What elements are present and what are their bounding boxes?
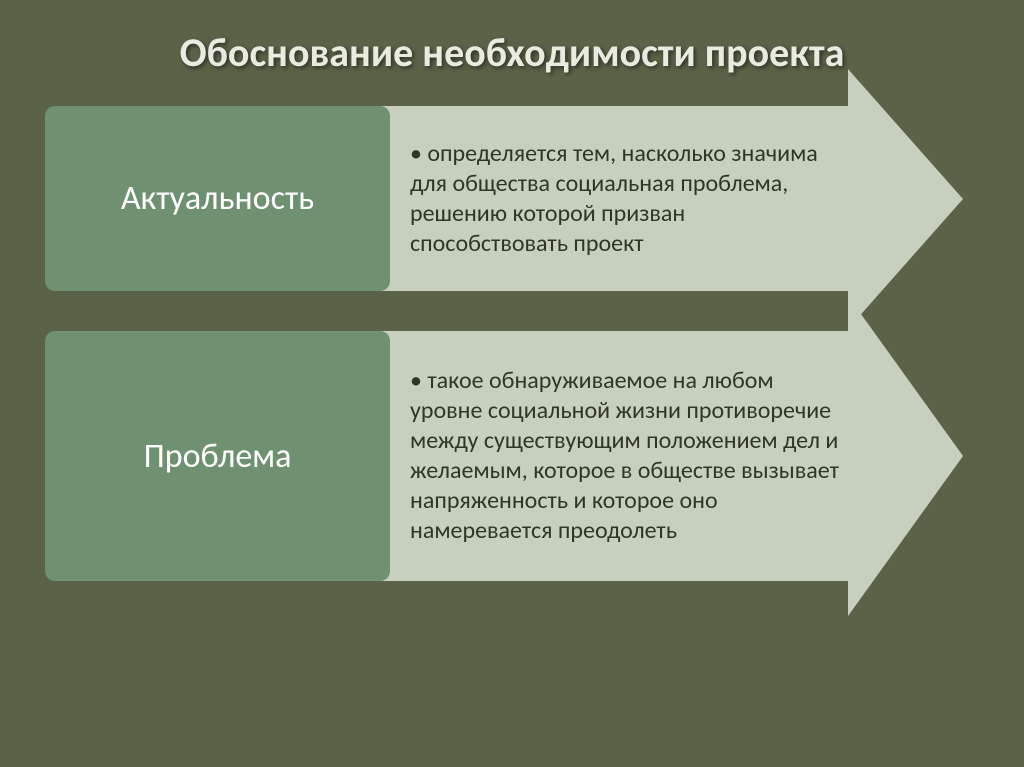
desc-text-0: • определяется тем, насколько значима дл…	[410, 139, 840, 259]
arrow-body-1: Проблема • такое обнаруживаемое на любом…	[45, 331, 979, 581]
desc-content-1: такое обнаруживаемое на любом уровне соц…	[410, 366, 839, 545]
desc-content-0: определяется тем, насколько значима для …	[410, 139, 818, 258]
label-text-0: Актуальность	[121, 178, 314, 219]
label-text-1: Проблема	[144, 436, 292, 477]
desc-box-1: • такое обнаруживаемое на любом уровне с…	[380, 331, 850, 581]
desc-box-0: • определяется тем, насколько значима дл…	[380, 106, 850, 291]
arrow-head-0	[848, 69, 963, 329]
slide: Обоснование необходимости проекта Актуал…	[0, 0, 1024, 767]
slide-title: Обоснование необходимости проекта	[45, 30, 979, 76]
arrow-block-0: Актуальность • определяется тем, насколь…	[45, 106, 979, 291]
label-box-0: Актуальность	[45, 106, 390, 291]
arrow-block-1: Проблема • такое обнаруживаемое на любом…	[45, 331, 979, 581]
desc-text-1: • такое обнаруживаемое на любом уровне с…	[410, 366, 840, 546]
arrow-body-0: Актуальность • определяется тем, насколь…	[45, 106, 979, 291]
label-box-1: Проблема	[45, 331, 390, 581]
arrow-head-1	[848, 296, 963, 616]
